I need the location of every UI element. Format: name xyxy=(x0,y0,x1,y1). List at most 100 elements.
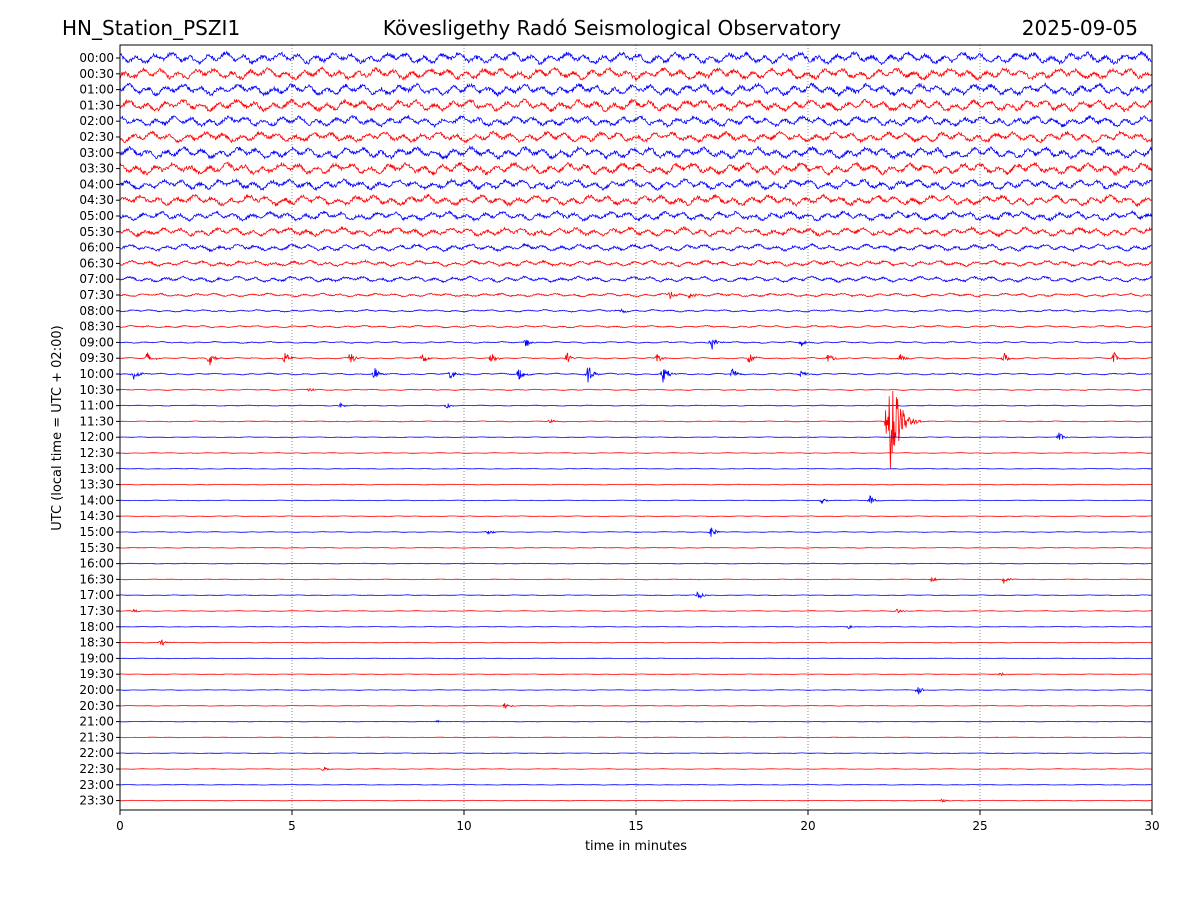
y-tick-label: 23:30 xyxy=(79,794,114,808)
y-tick-label: 17:00 xyxy=(79,588,114,602)
y-tick-label: 22:00 xyxy=(79,746,114,760)
trace-1200 xyxy=(119,432,1152,440)
y-tick-label: 10:00 xyxy=(79,367,114,381)
trace-1100 xyxy=(119,401,1152,409)
y-tick-label: 14:00 xyxy=(79,493,114,507)
y-tick-label: 14:30 xyxy=(79,509,114,523)
y-tick-label: 13:30 xyxy=(79,478,114,492)
trace-0000 xyxy=(119,50,1152,66)
trace-2200 xyxy=(120,752,1152,754)
y-tick-label: 19:30 xyxy=(79,667,114,681)
y-axis-label: UTC (local time = UTC + 02:00) xyxy=(50,325,65,530)
y-tick-label: 03:00 xyxy=(79,146,114,160)
y-tick-label: 07:00 xyxy=(79,272,114,286)
y-tick-label: 11:00 xyxy=(79,399,114,413)
x-tick-label: 5 xyxy=(288,819,296,833)
y-tick-label: 05:30 xyxy=(79,225,114,239)
y-tick-label: 09:00 xyxy=(79,335,114,349)
trace-0700 xyxy=(119,275,1152,284)
trace-0830 xyxy=(119,324,1152,329)
trace-0200 xyxy=(119,114,1152,129)
y-tick-label: 13:00 xyxy=(79,462,114,476)
trace-1030 xyxy=(120,388,1152,392)
x-tick-label: 25 xyxy=(972,819,987,833)
x-tick-label: 10 xyxy=(456,819,471,833)
trace-1330 xyxy=(119,483,1152,486)
y-tick-label: 21:30 xyxy=(79,730,114,744)
y-tick-label: 02:00 xyxy=(79,114,114,128)
trace-0100 xyxy=(119,82,1152,98)
trace-0800 xyxy=(119,308,1152,314)
trace-0430 xyxy=(119,193,1152,208)
trace-1730 xyxy=(119,608,1152,613)
trace-0900 xyxy=(119,339,1152,350)
trace-0730 xyxy=(119,291,1152,300)
trace-1400 xyxy=(119,495,1152,505)
trace-1930 xyxy=(119,672,1152,677)
y-tick-label: 08:00 xyxy=(79,304,114,318)
x-tick-label: 15 xyxy=(628,819,643,833)
trace-0530 xyxy=(119,225,1152,238)
trace-1630 xyxy=(119,576,1152,584)
y-tick-label: 06:00 xyxy=(79,241,114,255)
trace-0300 xyxy=(119,145,1152,161)
y-tick-label: 02:30 xyxy=(79,130,114,144)
y-tick-label: 00:30 xyxy=(79,67,114,81)
trace-2000 xyxy=(120,687,1152,695)
trace-2330 xyxy=(119,798,1152,803)
y-tick-label: 16:30 xyxy=(79,572,114,586)
y-tick-label: 07:30 xyxy=(79,288,114,302)
y-tick-label: 18:30 xyxy=(79,636,114,650)
y-tick-label: 23:00 xyxy=(79,778,114,792)
trace-2100 xyxy=(119,719,1152,724)
y-tick-label: 16:00 xyxy=(79,557,114,571)
x-tick-label: 20 xyxy=(800,819,815,833)
y-tick-label: 00:00 xyxy=(79,51,114,65)
trace-2300 xyxy=(119,784,1152,786)
plot-frame xyxy=(119,44,1153,811)
y-tick-label: 06:30 xyxy=(79,256,114,270)
y-tick-label: 10:30 xyxy=(79,383,114,397)
trace-1530 xyxy=(119,546,1152,549)
y-tick-label: 12:30 xyxy=(79,446,114,460)
station-title: HN_Station_PSZI1 xyxy=(62,16,240,40)
y-tick-label: 01:30 xyxy=(79,98,114,112)
trace-0030 xyxy=(119,66,1152,82)
trace-1000 xyxy=(119,367,1152,383)
x-ticks: 0 5 10 15 20 25 30 xyxy=(116,810,1160,833)
y-tick-label: 03:30 xyxy=(79,162,114,176)
trace-0330 xyxy=(119,161,1152,177)
observatory-title: Kövesligethy Radó Seismological Observat… xyxy=(383,16,841,40)
trace-1230 xyxy=(119,452,1152,454)
y-tick-label: 01:00 xyxy=(79,83,114,97)
trace-1800 xyxy=(119,625,1152,630)
y-tick-label: 22:30 xyxy=(79,762,114,776)
trace-2130 xyxy=(119,736,1152,739)
trace-1500 xyxy=(120,527,1152,537)
y-tick-label: 20:00 xyxy=(79,683,114,697)
y-tick-label: 12:00 xyxy=(79,430,114,444)
y-tick-label: 20:30 xyxy=(79,699,114,713)
y-tick-label: 21:00 xyxy=(79,715,114,729)
y-tick-label: 17:30 xyxy=(79,604,114,618)
trace-0230 xyxy=(119,130,1152,144)
trace-1600 xyxy=(119,562,1152,565)
y-tick-label: 18:00 xyxy=(79,620,114,634)
trace-1130 xyxy=(119,390,1152,469)
trace-0930 xyxy=(120,352,1152,366)
y-tick-label: 04:30 xyxy=(79,193,114,207)
y-tick-label: 08:30 xyxy=(79,320,114,334)
y-tick-label: 04:00 xyxy=(79,177,114,191)
trace-1900 xyxy=(120,657,1152,660)
x-tick-label: 0 xyxy=(116,819,124,833)
y-tick-label: 09:30 xyxy=(79,351,114,365)
trace-0630 xyxy=(119,259,1152,268)
trace-2230 xyxy=(120,766,1152,771)
trace-1300 xyxy=(120,467,1152,470)
y-tick-label: 05:00 xyxy=(79,209,114,223)
y-tick-label: 15:00 xyxy=(79,525,114,539)
x-tick-label: 30 xyxy=(1144,819,1159,833)
trace-1830 xyxy=(120,639,1152,646)
